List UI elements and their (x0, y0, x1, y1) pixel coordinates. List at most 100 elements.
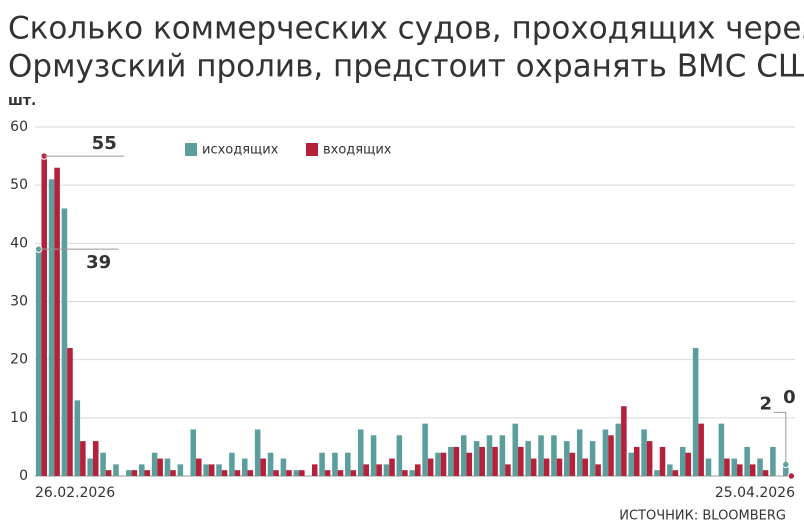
bar (641, 429, 647, 476)
bar (396, 435, 403, 476)
bar (486, 435, 493, 476)
bar (589, 441, 596, 476)
bar (512, 423, 519, 476)
bar (602, 429, 609, 476)
bar (286, 470, 292, 476)
bar (646, 441, 653, 476)
bar (48, 179, 55, 476)
bar (654, 470, 660, 476)
bar (254, 429, 261, 476)
bar (332, 452, 338, 476)
bar (177, 464, 184, 476)
value-label: 39 (86, 252, 111, 273)
bar (324, 470, 331, 476)
bar (190, 429, 197, 476)
bar (679, 446, 686, 476)
y-tick-label: 30 (10, 294, 28, 310)
bar (422, 423, 428, 476)
bar (744, 446, 750, 476)
bar (737, 464, 743, 476)
bar (440, 452, 447, 476)
legend-swatch (185, 143, 197, 156)
source: ИСТОЧНИК: BLOOMBERG (619, 509, 786, 524)
y-tick-label: 50 (10, 177, 28, 193)
bar (299, 470, 305, 476)
bar (247, 470, 254, 476)
legend-swatch (306, 143, 318, 156)
bar (80, 441, 86, 476)
bar (685, 452, 692, 476)
bar (363, 464, 370, 476)
bar (87, 458, 93, 476)
bar (144, 470, 151, 476)
bar (260, 458, 266, 476)
bar (543, 458, 550, 476)
bar (74, 400, 81, 476)
leader-line (773, 411, 787, 465)
bar (170, 470, 176, 476)
bar (113, 464, 119, 476)
bar (576, 429, 583, 476)
bar (692, 348, 699, 476)
bar (530, 458, 537, 476)
label-dot (787, 472, 796, 480)
bar (615, 423, 622, 476)
bar (126, 470, 132, 476)
bar (415, 464, 421, 476)
x-tick-label: 26.02.2026 (35, 485, 115, 501)
bar (718, 423, 725, 476)
y-tick-label: 40 (10, 235, 28, 251)
bar (208, 464, 215, 476)
bar (311, 464, 318, 476)
bar (564, 441, 570, 476)
bar (345, 452, 351, 476)
bar (61, 208, 68, 476)
y-axis-label: шт. (8, 93, 36, 109)
bar (402, 470, 408, 476)
bar (525, 441, 531, 476)
bar (427, 458, 434, 476)
bar (569, 452, 576, 476)
bar (505, 464, 511, 476)
y-tick-label: 60 (10, 119, 28, 135)
bar (749, 464, 756, 476)
bar (350, 470, 357, 476)
bar (705, 458, 712, 476)
bar (131, 470, 138, 476)
bar (105, 470, 112, 476)
bar (67, 348, 73, 476)
bar (273, 470, 279, 476)
bar (409, 470, 415, 476)
bar (499, 435, 506, 476)
bar (157, 458, 163, 476)
legend-label: исходящих (202, 143, 279, 158)
bar (383, 464, 390, 476)
bar (280, 458, 287, 476)
bar (164, 458, 171, 476)
bar (757, 458, 763, 476)
bar (770, 446, 776, 476)
value-label: 2 (760, 393, 773, 414)
bar (473, 441, 480, 476)
bar (92, 441, 99, 476)
bar (370, 435, 377, 476)
chart-title: Сколько коммерческих судов, проходящих ч… (8, 11, 804, 47)
bar (234, 470, 241, 476)
bar (492, 446, 498, 476)
bar (595, 464, 601, 476)
bar (229, 452, 235, 476)
bar (479, 446, 485, 476)
bar (54, 167, 60, 476)
bar (518, 446, 524, 476)
bar (151, 452, 158, 476)
value-label: 55 (92, 133, 117, 154)
bar (453, 446, 460, 476)
bar (582, 458, 588, 476)
bar (267, 452, 274, 476)
bar (460, 435, 467, 476)
bar (357, 429, 364, 476)
legend-label: входящих (323, 143, 392, 158)
bar (628, 452, 634, 476)
bar (667, 464, 673, 476)
bar (783, 464, 789, 476)
